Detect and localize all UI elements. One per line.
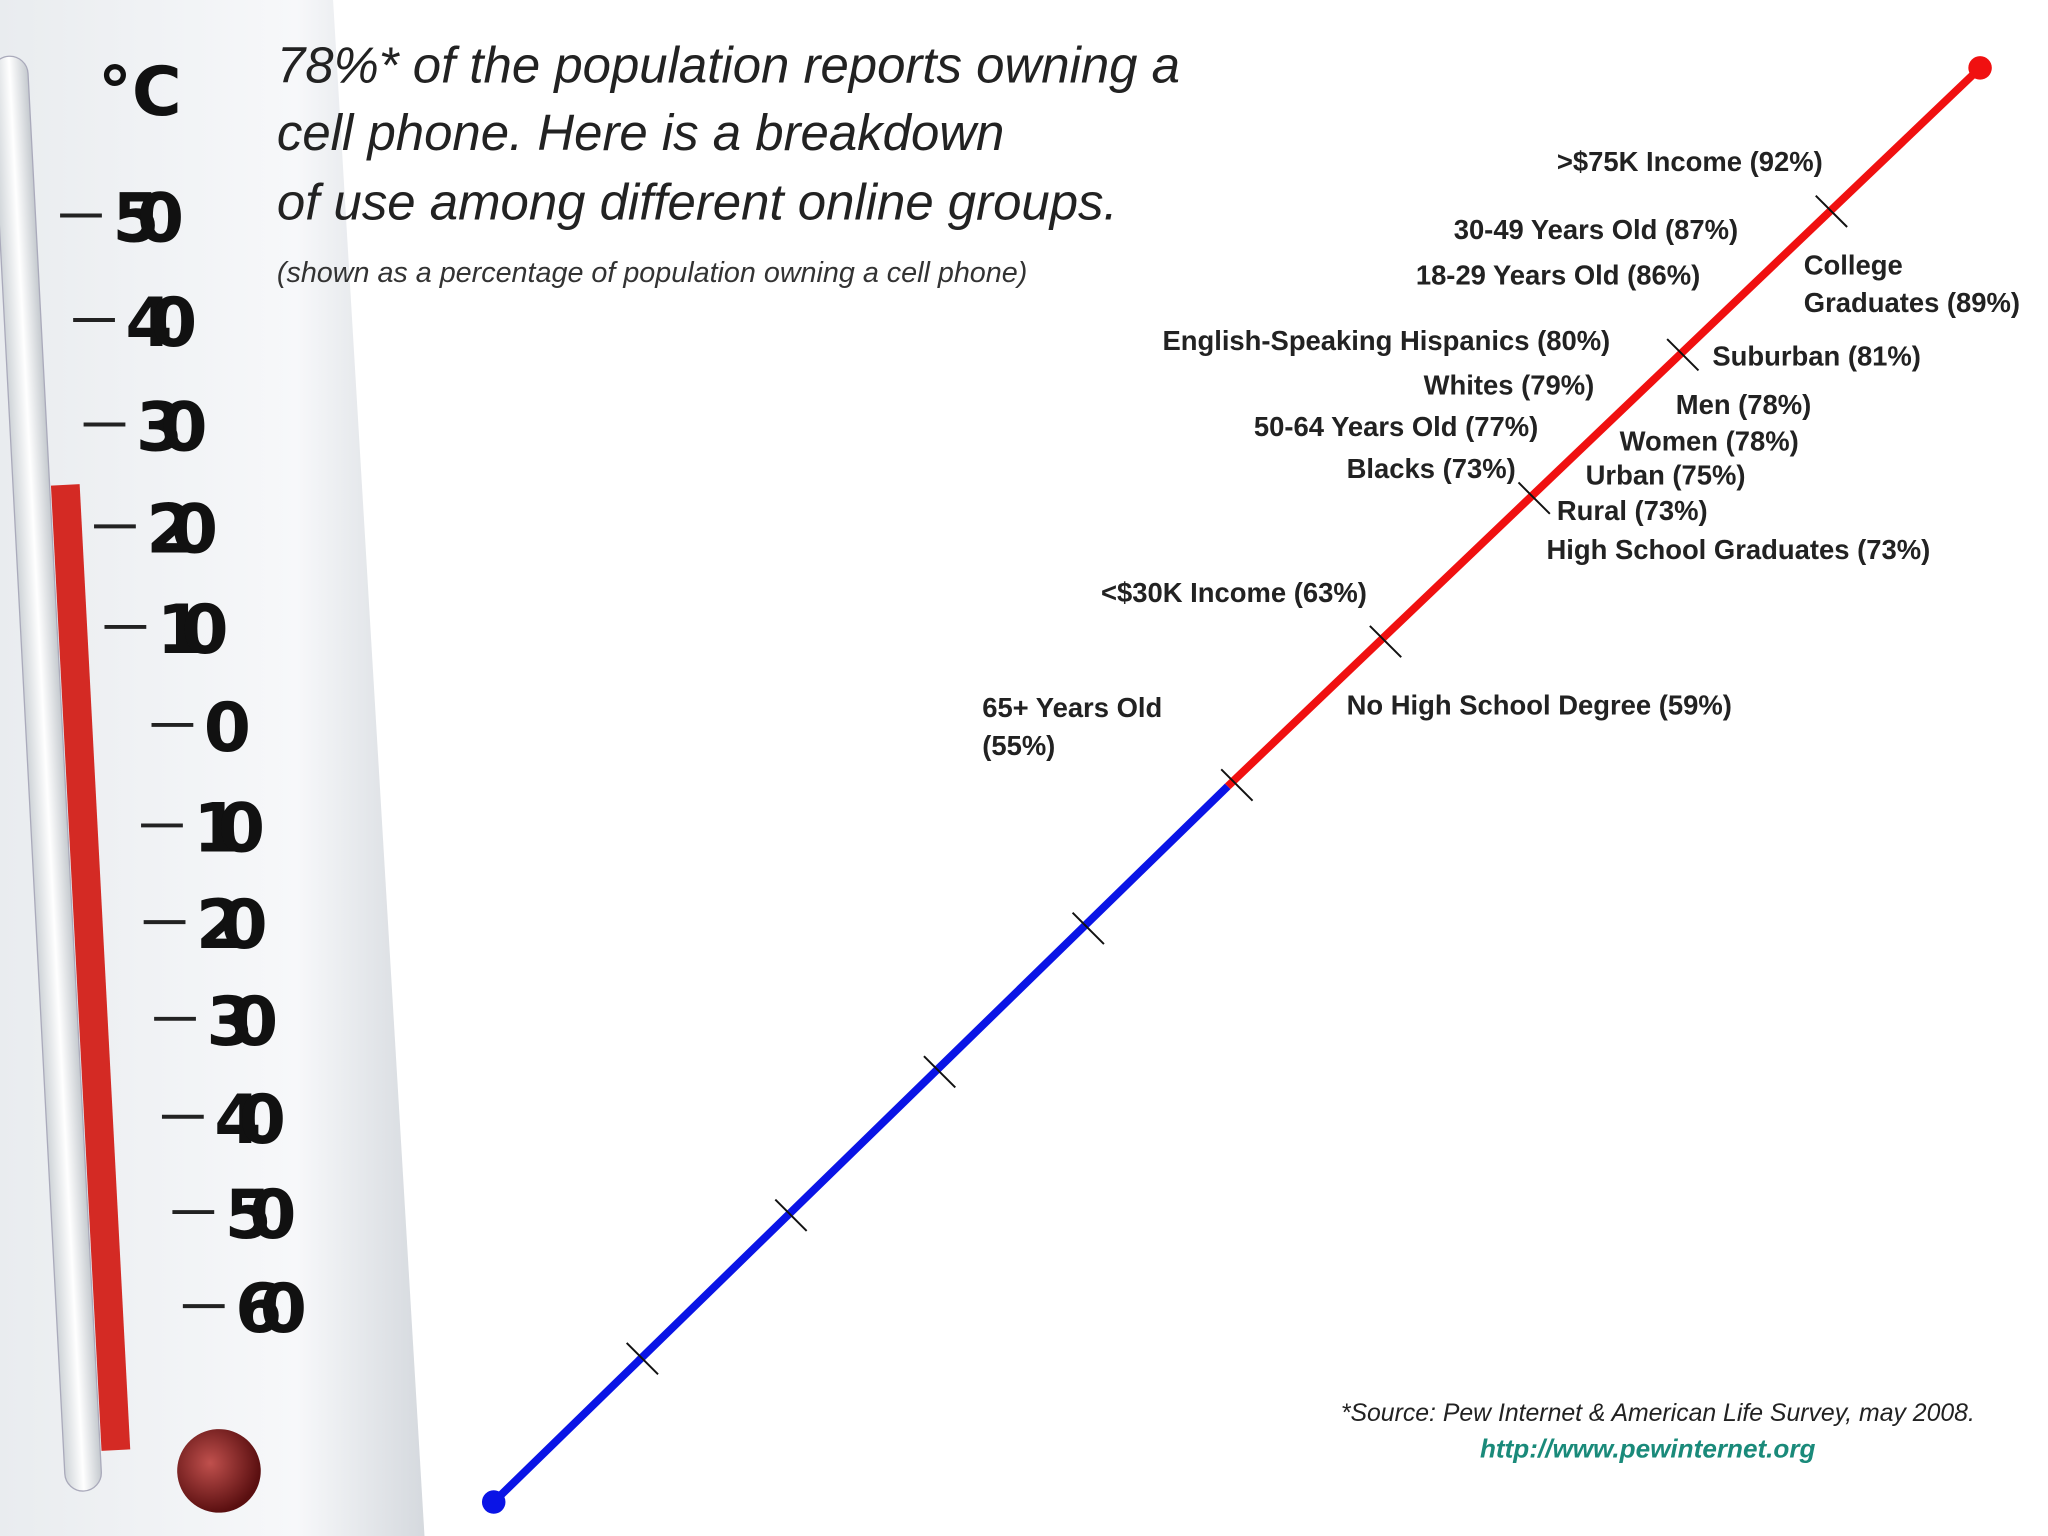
low-segment xyxy=(490,783,1231,1505)
scale-label: 0 xyxy=(204,689,251,768)
tick xyxy=(923,1055,956,1089)
scale-label: 50 xyxy=(225,1176,297,1255)
thermometer-scale: °C 50 40 30 20 10 0 10 20 30 40 50 60 xyxy=(60,53,307,1349)
group-label: 65+ Years Old xyxy=(982,692,1162,723)
header: 78%* of the population reports owning a … xyxy=(277,36,1180,289)
tick xyxy=(1071,912,1105,945)
group-label: Graduates (89%) xyxy=(1804,287,2020,318)
group-label: Men (78%) xyxy=(1676,389,1812,420)
scale-line xyxy=(481,56,1992,1514)
ticks xyxy=(625,194,1848,1375)
group-label: High School Graduates (73%) xyxy=(1546,534,1930,565)
group-label: (55%) xyxy=(982,730,1055,761)
group-label: No High School Degree (59%) xyxy=(1347,689,1732,720)
tick xyxy=(625,1342,659,1375)
group-label: 50-64 Years Old (77%) xyxy=(1254,411,1538,442)
title-line: 78%* of the population reports owning a xyxy=(277,36,1180,93)
scale-label: 10 xyxy=(193,790,265,869)
group-label: Suburban (81%) xyxy=(1712,341,1921,372)
scale-label: 40 xyxy=(125,284,197,363)
group-label: English-Speaking Hispanics (80%) xyxy=(1162,325,1610,356)
scale-label: 30 xyxy=(206,983,278,1062)
tick xyxy=(774,1198,808,1232)
scale-label: 60 xyxy=(235,1270,307,1349)
labels: >$75K Income (92%) 30-49 Years Old (87%) 1… xyxy=(982,146,2020,761)
tick xyxy=(1220,768,1254,802)
scale-label: 50 xyxy=(112,180,184,259)
group-label: Women (78%) xyxy=(1620,426,1799,457)
bulb xyxy=(177,1429,261,1513)
subtitle: (shown as a percentage of population own… xyxy=(277,257,1027,289)
scale-label: 40 xyxy=(214,1081,286,1160)
thermometer: °C 50 40 30 20 10 0 10 20 30 40 50 60 xyxy=(0,0,425,1536)
tick xyxy=(1369,625,1402,658)
group-label: Whites (79%) xyxy=(1424,369,1595,400)
mercury xyxy=(50,484,131,1451)
scale-label: 10 xyxy=(157,591,229,670)
source: *Source: Pew Internet & American Life Su… xyxy=(1341,1400,1975,1427)
group-label: <$30K Income (63%) xyxy=(1101,577,1367,608)
tick xyxy=(1666,338,1700,372)
start-dot xyxy=(481,1490,506,1514)
group-label: Urban (75%) xyxy=(1586,460,1746,491)
group-label: Blacks (73%) xyxy=(1347,453,1516,484)
tick xyxy=(1815,194,1848,228)
scale-label: 20 xyxy=(146,490,218,569)
url[interactable]: http://www.pewinternet.org xyxy=(1480,1434,1816,1464)
high-segment xyxy=(1225,65,1983,790)
unit: °C xyxy=(98,53,182,132)
group-label: 30-49 Years Old (87%) xyxy=(1454,214,1738,245)
tick xyxy=(1517,481,1551,515)
scale-label: 20 xyxy=(196,886,268,965)
footer: *Source: Pew Internet & American Life Su… xyxy=(1341,1400,1975,1464)
group-label: Rural (73%) xyxy=(1557,495,1708,526)
thermometer-tube xyxy=(0,55,102,1492)
scale-label: 30 xyxy=(136,389,208,468)
group-label: >$75K Income (92%) xyxy=(1557,146,1823,177)
end-dot xyxy=(1968,56,1992,80)
group-label: College xyxy=(1804,249,1903,280)
group-label: 18-29 Years Old (86%) xyxy=(1416,260,1700,291)
title-line: cell phone. Here is a breakdown xyxy=(277,104,1004,161)
title-line: of use among different online groups. xyxy=(277,173,1118,230)
